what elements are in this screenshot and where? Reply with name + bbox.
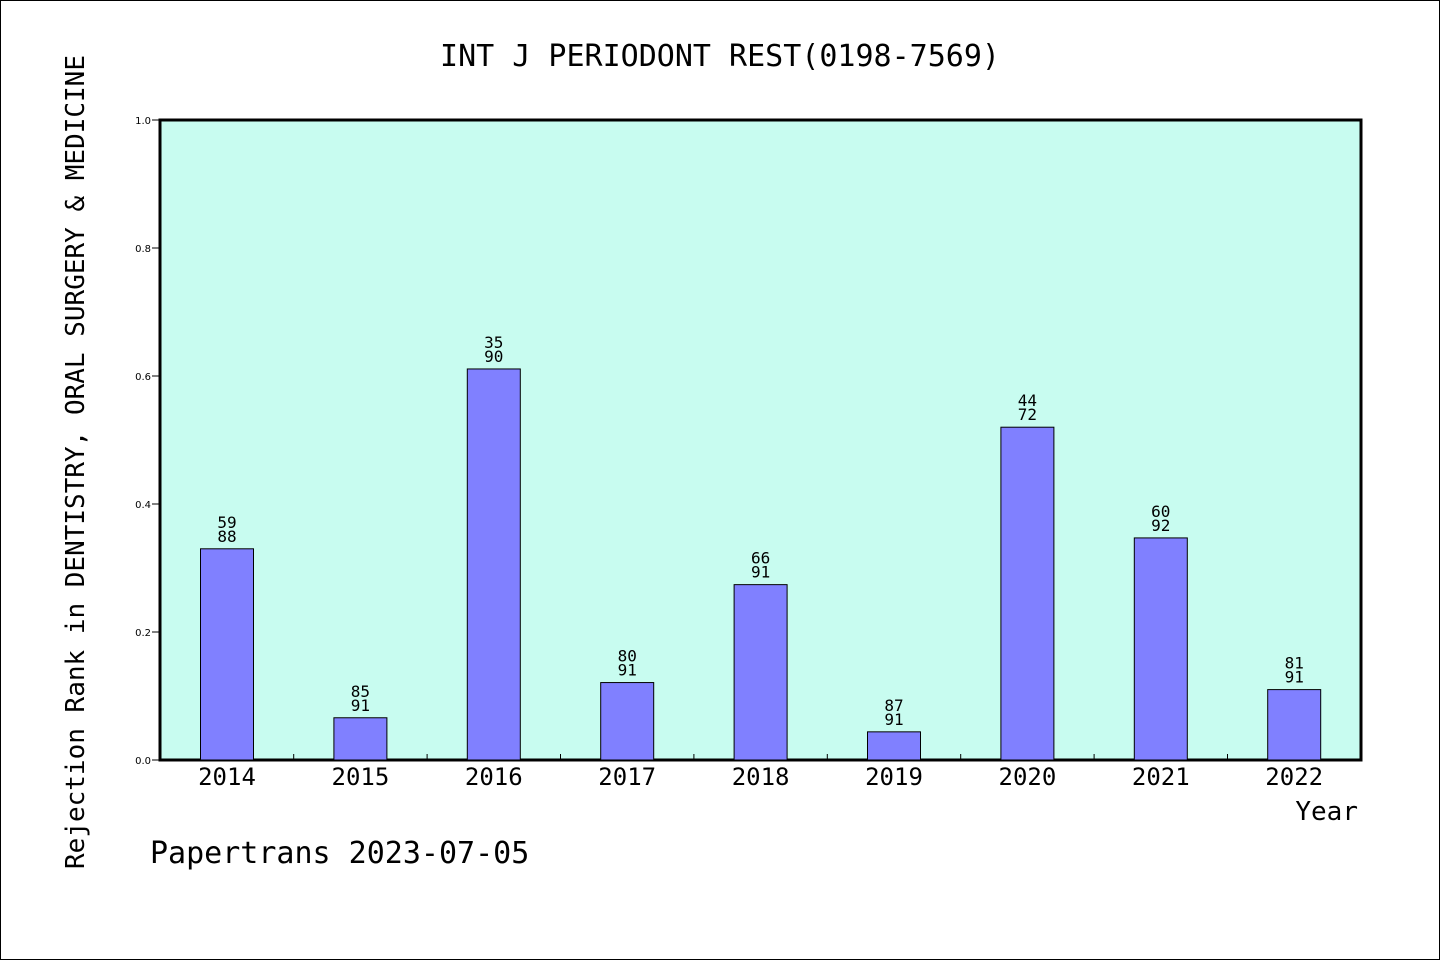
x-tick-label: 2015 xyxy=(332,763,390,791)
data-label-top: 60 xyxy=(1151,502,1170,521)
footer-text: Papertrans 2023-07-05 xyxy=(150,836,529,871)
bar-2021 xyxy=(1133,537,1188,761)
y-tick-label: 0.0 xyxy=(135,756,151,767)
x-tick-label: 2017 xyxy=(598,763,656,791)
bar-2015 xyxy=(333,717,388,761)
data-label-bottom: 91 xyxy=(1285,668,1304,687)
data-label-bottom: 92 xyxy=(1151,516,1170,535)
chart-title: INT J PERIODONT REST(0198-7569) xyxy=(440,39,1000,74)
data-label-bottom: 90 xyxy=(484,347,503,366)
data-label-top: 66 xyxy=(751,549,770,568)
data-label-top: 44 xyxy=(1018,391,1037,410)
bar-2019 xyxy=(867,731,921,761)
data-label-bottom: 91 xyxy=(751,563,770,582)
y-tick-label: 1.0 xyxy=(135,116,151,127)
x-tick-label: 2014 xyxy=(198,763,256,791)
data-label-bottom: 72 xyxy=(1018,405,1037,424)
y-tick-label: 0.8 xyxy=(135,244,151,255)
x-axis-label: Year xyxy=(1295,797,1358,827)
data-label-top: 87 xyxy=(884,696,903,715)
data-label-top: 59 xyxy=(217,513,236,532)
data-label-top: 35 xyxy=(484,333,503,352)
y-tick-label: 0.2 xyxy=(135,628,151,639)
data-label-bottom: 91 xyxy=(618,661,637,680)
data-label-top: 80 xyxy=(618,647,637,666)
y-tick-label: 0.6 xyxy=(135,372,151,383)
bar-2020 xyxy=(1000,426,1055,761)
x-tick-label: 2019 xyxy=(865,763,923,791)
x-tick-label: 2022 xyxy=(1265,763,1323,791)
data-label-top: 85 xyxy=(351,682,370,701)
x-tick-label: 2018 xyxy=(732,763,790,791)
y-tick-label: 0.4 xyxy=(135,500,151,511)
bar-2016 xyxy=(466,368,521,761)
x-tick-label: 2016 xyxy=(465,763,523,791)
bar-2022 xyxy=(1267,689,1322,761)
x-tick-label: 2021 xyxy=(1132,763,1190,791)
bar-2017 xyxy=(600,682,655,761)
data-label-top: 81 xyxy=(1285,654,1304,673)
bar-2018 xyxy=(733,584,788,761)
y-axis-label: Rejection Rank in DENTISTRY, ORAL SURGER… xyxy=(61,55,91,869)
x-tick-label: 2020 xyxy=(999,763,1057,791)
data-label-bottom: 88 xyxy=(217,527,236,546)
data-label-bottom: 91 xyxy=(884,710,903,729)
bar-2014 xyxy=(200,548,254,761)
data-label-bottom: 91 xyxy=(351,696,370,715)
